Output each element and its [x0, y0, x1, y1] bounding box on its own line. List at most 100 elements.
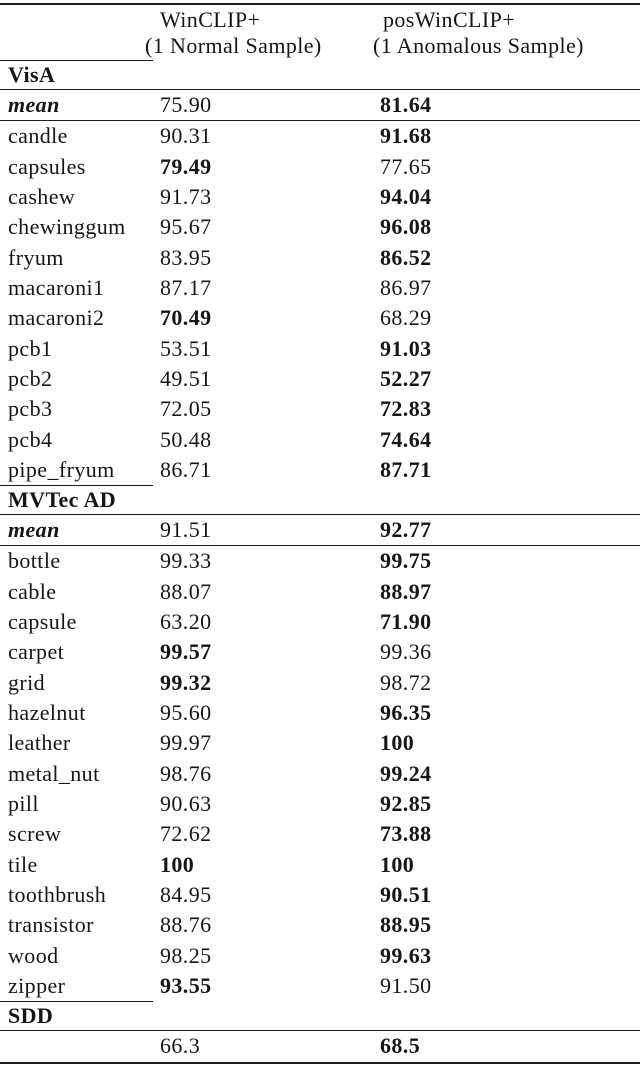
table-row: fryum 83.95 86.52: [0, 242, 640, 272]
table-row: wood 98.25 99.63: [0, 941, 640, 971]
cell-winclip-value: 49.51: [160, 365, 212, 391]
row-label: chewinggum: [8, 214, 126, 240]
section-title: VisA: [8, 62, 56, 87]
mean-value-winclip: 75.90: [160, 92, 212, 117]
table-row: carpet 99.57 99.36: [0, 637, 640, 667]
row-label: pcb4: [8, 426, 53, 452]
table-row: macaroni1 87.17 86.97: [0, 273, 640, 303]
section-top-rule: [0, 1030, 640, 1032]
row-label: wood: [8, 942, 59, 968]
cell-winclip-value: 100: [160, 851, 195, 877]
row-label: toothbrush: [8, 882, 107, 908]
cell-winclip-value: 95.60: [160, 700, 212, 726]
poswinclip-column-subtitle: (1 Anomalous Sample): [373, 33, 584, 58]
cell-poswinclip-value: 91.03: [380, 335, 432, 361]
cell-poswinclip-value: 96.08: [380, 214, 432, 240]
row-label: pcb3: [8, 396, 53, 422]
cell-poswinclip-value: 100: [380, 851, 415, 877]
cell-poswinclip-value: 92.85: [380, 791, 432, 817]
cell-winclip-value: 98.76: [160, 760, 212, 786]
top-rule: [0, 3, 640, 5]
cell-poswinclip-value: 68.5: [380, 1033, 421, 1059]
row-label: grid: [8, 669, 46, 695]
cell-winclip-value: 70.49: [160, 305, 212, 331]
cell-winclip-value: 79.49: [160, 153, 212, 179]
cell-poswinclip-value: 68.29: [380, 305, 432, 331]
table-row: grid 99.32 98.72: [0, 668, 640, 698]
row-label: macaroni2: [8, 305, 105, 331]
winclip-column-subtitle: (1 Normal Sample): [145, 33, 322, 58]
cell-winclip-value: 99.57: [160, 639, 212, 665]
cell-poswinclip-value: 94.04: [380, 183, 432, 209]
row-label: carpet: [8, 639, 65, 665]
table-row: capsules 79.49 77.65: [0, 151, 640, 181]
cell-winclip-value: 53.51: [160, 335, 212, 361]
row-label: fryum: [8, 244, 64, 270]
cell-poswinclip-value: 99.36: [380, 639, 432, 665]
section-top-rule: [0, 89, 640, 90]
cell-winclip-value: 83.95: [160, 244, 212, 270]
table-row: toothbrush 84.95 90.51: [0, 880, 640, 910]
cell-poswinclip-value: 72.83: [380, 396, 432, 422]
table-row: screw 72.62 73.88: [0, 819, 640, 849]
header-col-winclip: WinCLIP+ (1 Normal Sample): [145, 7, 380, 59]
row-label: candle: [8, 123, 68, 149]
section-divider-rule: [0, 60, 153, 61]
table-row: pcb1 53.51 91.03: [0, 333, 640, 363]
cell-poswinclip-value: 91.50: [380, 973, 432, 999]
cell-poswinclip-value: 96.35: [380, 700, 432, 726]
mean-bottom-rule: [0, 120, 640, 121]
cell-winclip-value: 72.62: [160, 821, 212, 847]
row-label: cable: [8, 578, 57, 604]
cell-poswinclip-value: 88.95: [380, 912, 432, 938]
table-row: zipper 93.55 91.50: [0, 971, 640, 1001]
cell-winclip-value: 87.17: [160, 274, 212, 300]
row-label: pill: [8, 791, 39, 817]
cell-poswinclip-value: 86.52: [380, 244, 432, 270]
section-header-row: SDD: [0, 1002, 640, 1030]
cell-poswinclip-value: 99.24: [380, 760, 432, 786]
cell-poswinclip-value: 87.71: [380, 456, 432, 482]
cell-winclip-value: 63.20: [160, 608, 212, 634]
mean-bottom-rule: [0, 545, 640, 547]
cell-winclip-value: 84.95: [160, 882, 212, 908]
cell-winclip-value: 72.05: [160, 396, 212, 422]
table-row: metal_nut 98.76 99.24: [0, 759, 640, 789]
table-row: pill 90.63 92.85: [0, 789, 640, 819]
table-row: pcb3 72.05 72.83: [0, 394, 640, 424]
table-body: VisA mean 75.90 81.64 candle 90.31 91.68 capsul…: [0, 60, 640, 1062]
section-divider-rule: [0, 1001, 153, 1003]
table-row: chewinggum 95.67 96.08: [0, 212, 640, 242]
row-label: capsule: [8, 608, 77, 634]
section-top-rule: [0, 514, 640, 516]
row-label: pcb1: [8, 335, 53, 361]
cell-poswinclip-value: 100: [380, 730, 415, 756]
cell-poswinclip-value: 74.64: [380, 426, 432, 452]
cell-winclip-value: 99.32: [160, 669, 212, 695]
table-row: pcb4 50.48 74.64: [0, 424, 640, 454]
cell-poswinclip-value: 86.97: [380, 274, 432, 300]
cell-winclip-value: 93.55: [160, 973, 212, 999]
row-label: macaroni1: [8, 274, 105, 300]
table-header: WinCLIP+ (1 Normal Sample) posWinCLIP+ (…: [0, 5, 640, 60]
cell-winclip-value: 88.07: [160, 578, 212, 604]
row-label: bottle: [8, 548, 61, 574]
mean-label: mean: [8, 92, 60, 117]
row-label: leather: [8, 730, 71, 756]
table-row: pipe_fryum 86.71 87.71: [0, 455, 640, 485]
cell-winclip-value: 98.25: [160, 942, 212, 968]
poswinclip-column-title: posWinCLIP+: [383, 7, 516, 32]
row-label: pcb2: [8, 365, 53, 391]
row-label: zipper: [8, 973, 66, 999]
table-row: cable 88.07 88.97: [0, 576, 640, 606]
table-row: leather 99.97 100: [0, 728, 640, 758]
cell-poswinclip-value: 71.90: [380, 608, 432, 634]
cell-poswinclip-value: 73.88: [380, 821, 432, 847]
cell-winclip-value: 86.71: [160, 456, 212, 482]
row-label: tile: [8, 851, 38, 877]
mean-value-poswinclip: 92.77: [380, 517, 432, 543]
row-label: pipe_fryum: [8, 456, 115, 482]
cell-poswinclip-value: 52.27: [380, 365, 432, 391]
section-title: SDD: [8, 1003, 54, 1029]
